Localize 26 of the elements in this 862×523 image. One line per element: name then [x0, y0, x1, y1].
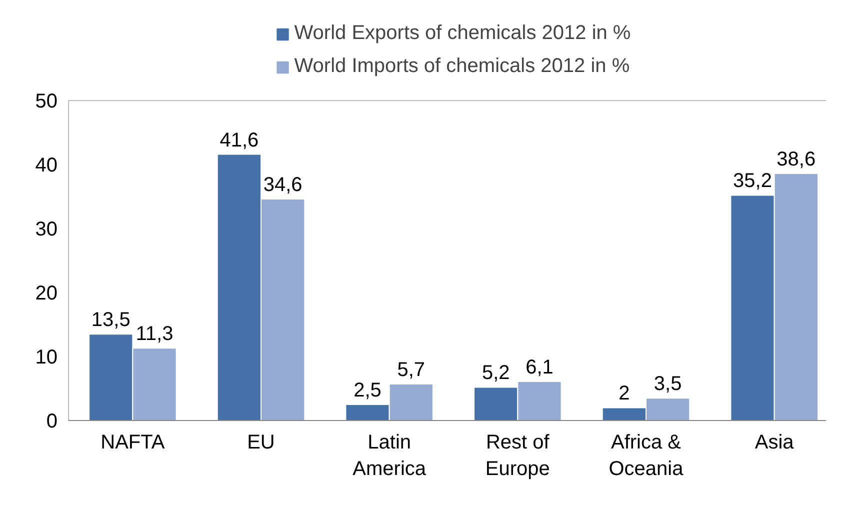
y-tick-label: 40	[35, 154, 58, 176]
data-label: 6,1	[526, 356, 554, 378]
y-tick-label: 10	[35, 346, 58, 368]
y-tick-label: 20	[35, 282, 58, 304]
legend-label: World Exports of chemicals 2012 in %	[294, 22, 631, 45]
data-label: 35,2	[733, 170, 772, 192]
x-tick-label: EU	[247, 432, 275, 454]
legend-label: World Imports of chemicals 2012 in %	[294, 55, 630, 78]
y-tick-label: 0	[46, 410, 58, 432]
data-label: 41,6	[220, 129, 259, 152]
data-label: 2	[618, 382, 630, 405]
y-tick-label: 50	[35, 90, 58, 112]
data-label: 11,3	[136, 323, 174, 346]
data-label: 2,5	[354, 380, 382, 402]
x-tick-label: Latin America	[352, 432, 427, 480]
data-label: 38,6	[776, 148, 816, 170]
data-label: 5,7	[397, 359, 426, 382]
data-label: 3,5	[654, 373, 682, 396]
x-tick-label: Asia	[754, 432, 795, 454]
x-tick-label: NAFTA	[100, 432, 166, 454]
data-label: 5,2	[482, 362, 510, 384]
data-label: 13,5	[91, 309, 130, 332]
y-tick-label: 30	[35, 218, 58, 240]
x-tick-label: Rest of Europe	[485, 432, 550, 480]
x-tick-label: Africa & Oceania	[608, 432, 684, 480]
data-label: 34,6	[263, 174, 302, 196]
